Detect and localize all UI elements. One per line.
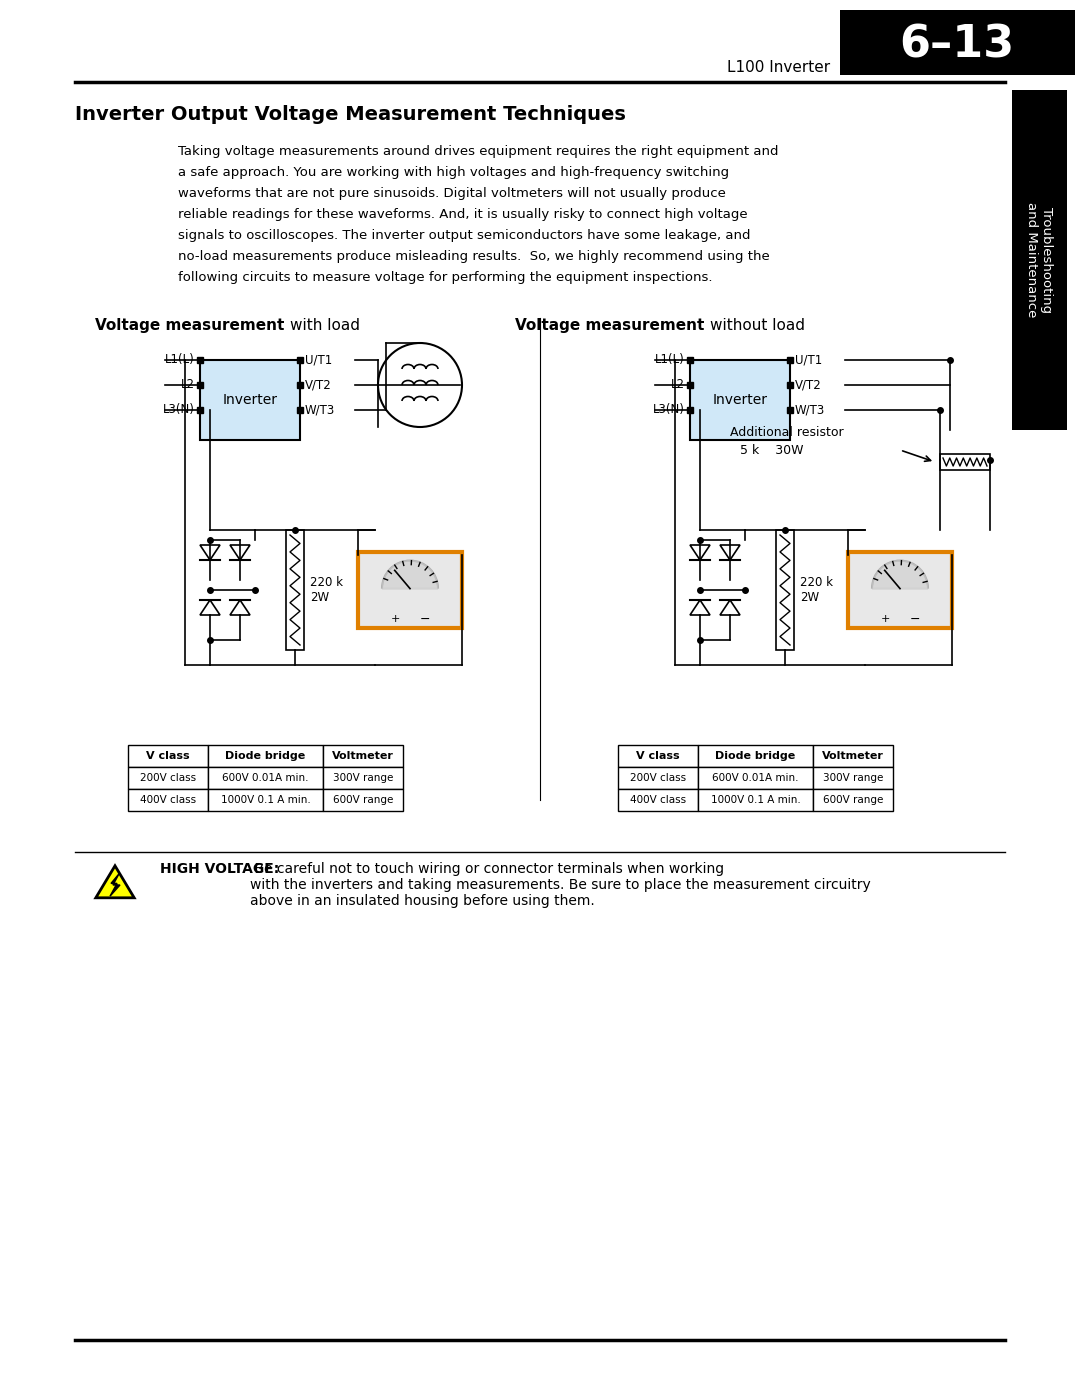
- Text: no-load measurements produce misleading results.  So, we highly recommend using : no-load measurements produce misleading …: [178, 250, 770, 263]
- Text: without load: without load: [710, 319, 805, 332]
- FancyBboxPatch shape: [1012, 89, 1067, 430]
- Text: 6–13: 6–13: [900, 24, 1014, 67]
- Text: 200V class: 200V class: [630, 773, 686, 782]
- Text: W/T3: W/T3: [305, 404, 335, 416]
- Polygon shape: [720, 545, 740, 560]
- FancyBboxPatch shape: [940, 454, 990, 469]
- Text: Voltage measurement: Voltage measurement: [95, 319, 291, 332]
- FancyBboxPatch shape: [200, 360, 300, 440]
- Text: 400V class: 400V class: [630, 795, 686, 805]
- Text: L3(N): L3(N): [163, 404, 195, 416]
- FancyBboxPatch shape: [777, 529, 794, 650]
- FancyBboxPatch shape: [618, 745, 698, 767]
- Polygon shape: [200, 545, 220, 560]
- Text: Additional resistor: Additional resistor: [730, 426, 843, 439]
- Text: −: −: [420, 612, 430, 626]
- FancyBboxPatch shape: [129, 767, 208, 789]
- Polygon shape: [872, 560, 928, 588]
- Text: Troubleshooting
and Maintenance: Troubleshooting and Maintenance: [1025, 203, 1053, 317]
- Text: 220 k
2W: 220 k 2W: [800, 576, 833, 604]
- FancyBboxPatch shape: [840, 10, 1075, 75]
- Text: Diode bridge: Diode bridge: [226, 752, 306, 761]
- Text: L2: L2: [181, 379, 195, 391]
- Text: 300V range: 300V range: [823, 773, 883, 782]
- Text: Inverter Output Voltage Measurement Techniques: Inverter Output Voltage Measurement Tech…: [75, 105, 626, 124]
- Polygon shape: [230, 545, 249, 560]
- Text: U/T1: U/T1: [305, 353, 333, 366]
- Text: 600V range: 600V range: [333, 795, 393, 805]
- Text: Voltage measurement: Voltage measurement: [515, 319, 710, 332]
- Polygon shape: [690, 545, 710, 560]
- FancyBboxPatch shape: [698, 767, 813, 789]
- Text: 220 k
2W: 220 k 2W: [310, 576, 343, 604]
- Text: L100 Inverter: L100 Inverter: [727, 60, 831, 75]
- FancyBboxPatch shape: [848, 552, 951, 629]
- FancyBboxPatch shape: [690, 360, 789, 440]
- Text: 1000V 0.1 A min.: 1000V 0.1 A min.: [711, 795, 800, 805]
- Text: 1000V 0.1 A min.: 1000V 0.1 A min.: [220, 795, 310, 805]
- Text: following circuits to measure voltage for performing the equipment inspections.: following circuits to measure voltage fo…: [178, 271, 713, 284]
- Text: 600V 0.01A min.: 600V 0.01A min.: [222, 773, 309, 782]
- Text: V class: V class: [146, 752, 190, 761]
- Text: Taking voltage measurements around drives equipment requires the right equipment: Taking voltage measurements around drive…: [178, 145, 779, 158]
- Text: +: +: [390, 615, 400, 624]
- FancyBboxPatch shape: [323, 767, 403, 789]
- Text: 600V range: 600V range: [823, 795, 883, 805]
- Text: reliable readings for these waveforms. And, it is usually risky to connect high : reliable readings for these waveforms. A…: [178, 208, 747, 221]
- Text: 600V 0.01A min.: 600V 0.01A min.: [712, 773, 799, 782]
- FancyBboxPatch shape: [208, 789, 323, 812]
- Text: V class: V class: [636, 752, 679, 761]
- Text: Voltmeter: Voltmeter: [332, 752, 394, 761]
- Text: Diode bridge: Diode bridge: [715, 752, 796, 761]
- FancyBboxPatch shape: [813, 745, 893, 767]
- Text: L1(L): L1(L): [165, 353, 195, 366]
- Text: Inverter: Inverter: [713, 393, 768, 407]
- Text: L1(L): L1(L): [656, 353, 685, 366]
- Text: Voltmeter: Voltmeter: [822, 752, 883, 761]
- Text: L3(N): L3(N): [653, 404, 685, 416]
- FancyBboxPatch shape: [208, 745, 323, 767]
- FancyBboxPatch shape: [813, 767, 893, 789]
- Text: Inverter: Inverter: [222, 393, 278, 407]
- Text: W/T3: W/T3: [795, 404, 825, 416]
- Text: V/T2: V/T2: [305, 379, 332, 391]
- FancyBboxPatch shape: [698, 745, 813, 767]
- Polygon shape: [382, 560, 438, 588]
- Text: 400V class: 400V class: [140, 795, 197, 805]
- Text: 5 k    30W: 5 k 30W: [740, 443, 804, 457]
- Text: −: −: [909, 612, 920, 626]
- Polygon shape: [230, 599, 249, 615]
- FancyBboxPatch shape: [129, 789, 208, 812]
- Text: a safe approach. You are working with high voltages and high-frequency switching: a safe approach. You are working with hi…: [178, 166, 729, 179]
- Text: U/T1: U/T1: [795, 353, 822, 366]
- FancyBboxPatch shape: [813, 789, 893, 812]
- Polygon shape: [720, 599, 740, 615]
- Text: +: +: [880, 615, 890, 624]
- Text: with load: with load: [291, 319, 360, 332]
- Text: V/T2: V/T2: [795, 379, 822, 391]
- FancyBboxPatch shape: [618, 789, 698, 812]
- Polygon shape: [200, 599, 220, 615]
- Text: signals to oscilloscopes. The inverter output semiconductors have some leakage, : signals to oscilloscopes. The inverter o…: [178, 229, 751, 242]
- FancyBboxPatch shape: [323, 745, 403, 767]
- Text: waveforms that are not pure sinusoids. Digital voltmeters will not usually produ: waveforms that are not pure sinusoids. D…: [178, 187, 726, 200]
- FancyBboxPatch shape: [286, 529, 303, 650]
- FancyBboxPatch shape: [618, 767, 698, 789]
- FancyBboxPatch shape: [357, 552, 462, 629]
- Text: L2: L2: [671, 379, 685, 391]
- Text: Be careful not to touch wiring or connector terminals when working
with the inve: Be careful not to touch wiring or connec…: [249, 862, 870, 908]
- Polygon shape: [110, 873, 120, 897]
- FancyBboxPatch shape: [698, 789, 813, 812]
- Text: 300V range: 300V range: [333, 773, 393, 782]
- FancyBboxPatch shape: [129, 745, 208, 767]
- FancyBboxPatch shape: [208, 767, 323, 789]
- Polygon shape: [96, 866, 134, 898]
- FancyBboxPatch shape: [323, 789, 403, 812]
- Text: HIGH VOLTAGE:: HIGH VOLTAGE:: [160, 862, 280, 876]
- Polygon shape: [690, 599, 710, 615]
- Text: 200V class: 200V class: [140, 773, 197, 782]
